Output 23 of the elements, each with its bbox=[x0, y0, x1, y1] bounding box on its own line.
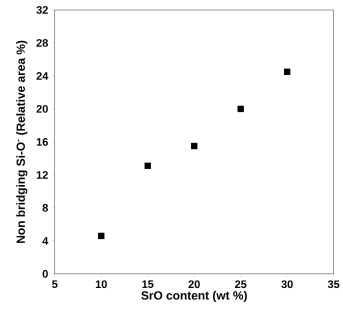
y-tick-label: 32 bbox=[36, 6, 48, 14]
y-tick-label: 0 bbox=[42, 270, 48, 278]
x-tick-label: 35 bbox=[328, 280, 340, 288]
y-tick-label: 24 bbox=[36, 72, 48, 80]
y-tick-label: 28 bbox=[36, 39, 48, 47]
point bbox=[284, 68, 290, 76]
x-tick-label: 5 bbox=[52, 280, 58, 288]
x-tick-label: 25 bbox=[234, 280, 246, 288]
y-tick-label: 8 bbox=[42, 204, 48, 212]
x-axis-title: SrO content (wt %) bbox=[141, 291, 247, 302]
y-tick-label: 12 bbox=[36, 171, 48, 179]
y-tick-label: 16 bbox=[36, 138, 48, 146]
y-axis-title: Non bridging Si-O$^{-}$ (Relative area %) bbox=[16, 40, 28, 244]
x-tick-label: 10 bbox=[96, 280, 107, 288]
point bbox=[98, 232, 104, 240]
y-tick-label: 4 bbox=[42, 237, 48, 245]
point bbox=[237, 106, 244, 112]
point bbox=[144, 162, 151, 170]
x-tick-label: 15 bbox=[142, 280, 154, 288]
point bbox=[191, 143, 198, 150]
x-tick-label: 20 bbox=[188, 280, 200, 288]
y-tick-label: 20 bbox=[36, 105, 48, 113]
x-tick-label: 30 bbox=[281, 280, 293, 288]
